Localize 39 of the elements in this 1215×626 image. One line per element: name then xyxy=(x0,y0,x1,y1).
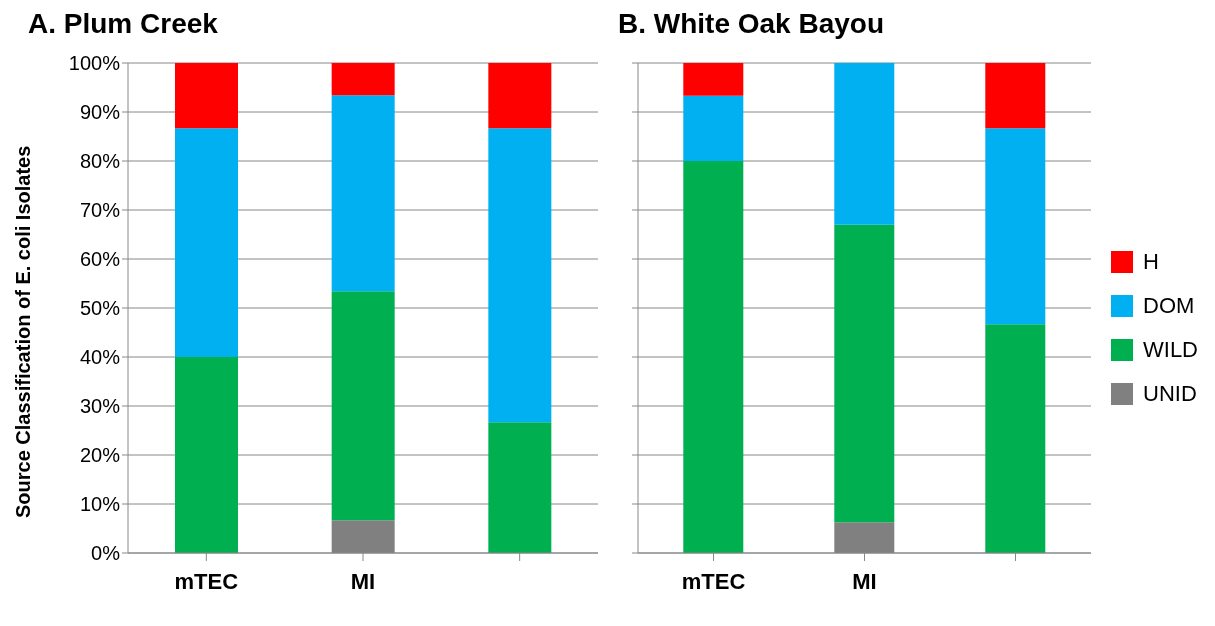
y-tick-label: 50% xyxy=(79,297,121,320)
y-tick-label: 30% xyxy=(79,395,121,418)
bar xyxy=(331,63,395,96)
y-tick-label: 20% xyxy=(79,444,121,467)
y-axis-title: Source Classification of E. coli Isolates xyxy=(12,145,35,518)
bar xyxy=(834,224,895,523)
bar xyxy=(683,161,744,553)
legend-label: DOM xyxy=(1143,293,1195,319)
y-tick-label: 60% xyxy=(79,248,121,271)
y-tick-label: 80% xyxy=(79,150,121,173)
legend-label: H xyxy=(1143,249,1159,275)
y-tick-label: 100% xyxy=(68,52,121,75)
bar xyxy=(985,128,1046,325)
y-tick-label: 90% xyxy=(79,101,121,124)
legend-label: UNID xyxy=(1143,381,1197,407)
bar xyxy=(331,95,395,292)
legend-label: WILD xyxy=(1143,337,1198,363)
bar xyxy=(175,357,238,553)
x-tick-label: mTEC xyxy=(681,568,746,594)
bar xyxy=(985,63,1046,129)
chart-title: A. Plum Creek xyxy=(28,8,219,41)
bar xyxy=(985,324,1046,553)
y-tick-label: 40% xyxy=(79,346,121,369)
y-tick-label: 0% xyxy=(91,542,121,565)
bar xyxy=(488,128,552,423)
x-tick-label: mTEC xyxy=(174,568,239,594)
x-tick-label: MI xyxy=(350,568,376,594)
bar xyxy=(331,291,395,521)
y-tick-label: 10% xyxy=(79,493,121,516)
x-tick-label: MI xyxy=(852,568,877,594)
y-tick-label: 70% xyxy=(79,199,121,222)
bar xyxy=(683,63,744,96)
chart-title: B. White Oak Bayou xyxy=(618,8,886,41)
bar xyxy=(488,422,552,553)
bar xyxy=(175,128,238,357)
bar xyxy=(488,63,552,129)
bar xyxy=(834,63,895,225)
bar xyxy=(175,63,238,129)
bar xyxy=(683,95,744,161)
